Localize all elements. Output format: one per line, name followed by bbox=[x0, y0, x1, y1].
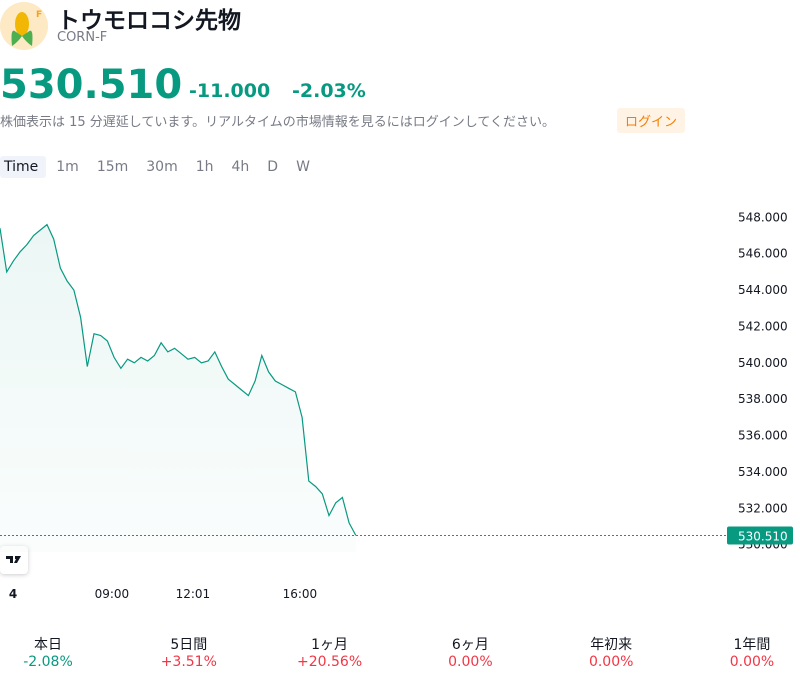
interval-tab[interactable]: 1m bbox=[56, 159, 79, 175]
performance-item: 1年間 0.00% bbox=[704, 634, 800, 670]
svg-text:F: F bbox=[36, 10, 42, 20]
performance-value: -2.08% bbox=[23, 654, 73, 670]
performance-value: 0.00% bbox=[588, 654, 634, 670]
x-tick-label: 12:01 bbox=[176, 587, 211, 601]
interval-tab[interactable]: W bbox=[296, 159, 310, 175]
title: トウモロコシ先物 bbox=[57, 8, 241, 34]
y-tick-label: 544.000 bbox=[738, 283, 788, 297]
interval-tab[interactable]: Time bbox=[0, 156, 47, 178]
symbol-icon: F bbox=[0, 2, 48, 50]
last-price-label: 530.510 bbox=[738, 529, 788, 543]
interval-tabs: Time 1m 15m 30m 1h 4h D W bbox=[0, 156, 320, 178]
performance-value: 0.00% bbox=[729, 654, 775, 670]
change-percent: -2.03% bbox=[292, 80, 366, 102]
y-tick-label: 538.000 bbox=[738, 392, 788, 406]
performance-item: 5日間 +3.51% bbox=[141, 634, 237, 670]
performance-value: 0.00% bbox=[448, 654, 493, 670]
y-tick-label: 542.000 bbox=[738, 319, 788, 333]
price-line bbox=[0, 223, 357, 536]
y-tick-label: 534.000 bbox=[738, 465, 788, 479]
interval-tab[interactable]: 4h bbox=[231, 159, 250, 175]
y-tick-label: 532.000 bbox=[738, 501, 788, 515]
performance-label: 1ヶ月 bbox=[311, 637, 349, 653]
tv-logo bbox=[0, 546, 28, 574]
performance-label: 6ヶ月 bbox=[451, 637, 489, 653]
performance-value: +3.51% bbox=[160, 654, 217, 670]
x-tick-label: 09:00 bbox=[95, 587, 130, 601]
x-tick-label: 16:00 bbox=[283, 587, 318, 601]
y-tick-label: 536.000 bbox=[738, 429, 788, 443]
interval-tab[interactable]: D bbox=[267, 159, 279, 175]
performance-value: +20.56% bbox=[297, 654, 363, 670]
price: 530.510 bbox=[0, 62, 183, 108]
performance-item: 年初来 0.00% bbox=[563, 634, 659, 670]
y-tick-label: 540.000 bbox=[738, 356, 788, 370]
interval-tab[interactable]: 30m bbox=[146, 159, 178, 175]
y-tick-label: 546.000 bbox=[738, 247, 788, 261]
interval-tab[interactable]: 1h bbox=[195, 159, 214, 175]
performance-label: 本日 bbox=[34, 637, 62, 653]
interval-tab[interactable]: 15m bbox=[96, 159, 129, 175]
notice: 株価表示は 15 分遅延しています。リアルタイムの市場情報を見るにはログインして… bbox=[0, 115, 555, 130]
performance-item: 1ヶ月 +20.56% bbox=[282, 634, 378, 670]
y-tick-label: 548.000 bbox=[738, 210, 788, 224]
area bbox=[0, 224, 356, 552]
performance-label: 年初来 bbox=[590, 637, 633, 653]
performance-label: 1年間 bbox=[733, 637, 771, 653]
x-tick-label: 4 bbox=[9, 587, 17, 601]
login-button[interactable]: ログイン bbox=[617, 108, 686, 133]
change: -11.000 bbox=[189, 80, 271, 102]
performance-label: 5日間 bbox=[170, 637, 208, 653]
performance-item: 本日 -2.08% bbox=[0, 634, 96, 670]
performance: 本日 -2.08% 5日間 +3.51% 1ヶ月 +20.56% 6ヶ月 0.00% 年初来 0.… bbox=[0, 634, 800, 670]
performance-item: 6ヶ月 0.00% bbox=[422, 634, 518, 670]
last-price-tag bbox=[727, 526, 793, 545]
symbol: CORN-F bbox=[57, 30, 108, 45]
